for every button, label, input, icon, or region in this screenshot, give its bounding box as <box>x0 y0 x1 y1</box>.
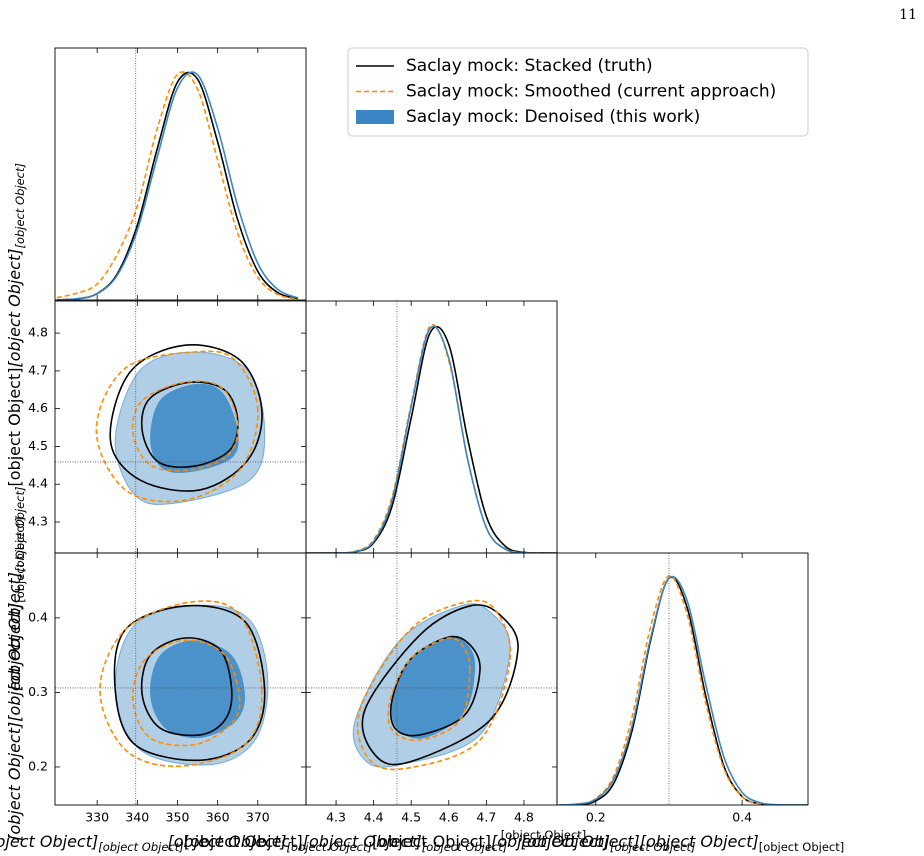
y-tick-label: 0.3 <box>28 684 48 699</box>
contour <box>150 640 246 739</box>
y-tick-label: 0.4 <box>28 609 48 624</box>
x-tick-label: 330 <box>85 810 109 825</box>
contour <box>150 383 239 473</box>
axis-label-part: [object Object] <box>372 832 491 851</box>
panel <box>56 48 299 300</box>
axis-label-part: [object Object] <box>5 368 24 487</box>
density-curve <box>56 71 299 300</box>
legend-patch <box>356 110 394 124</box>
axis-label: [object Object][object Object][object Ob… <box>0 828 586 854</box>
y-tick-label: 4.3 <box>28 514 48 529</box>
x-tick-label: 4.3 <box>326 810 346 825</box>
legend-label: Saclay mock: Denoised (this work) <box>406 107 700 127</box>
legend-frame <box>347 47 809 137</box>
contour <box>99 600 263 768</box>
x-tick-label: 4.7 <box>476 810 496 825</box>
legend: Saclay mock: Stacked (truth) Saclay mock:… <box>347 47 809 137</box>
contour <box>140 637 233 737</box>
x-tick-label: 350 <box>166 810 190 825</box>
density-curve <box>559 575 808 805</box>
axis-label-part: [object Object] <box>640 832 759 851</box>
axis-label-part: [object Object] <box>5 572 24 691</box>
contour <box>132 639 241 747</box>
x-tick-label: 370 <box>246 810 270 825</box>
panel <box>55 301 306 553</box>
density-curve <box>56 71 299 300</box>
axis-label-part: [object Object] <box>422 840 508 854</box>
x-tick-label: 4.8 <box>514 810 534 825</box>
x-tick-label: 4.6 <box>439 810 459 825</box>
axis-label: [object Object][object Object][object Ob… <box>5 163 27 691</box>
axis-label-part: [object Object] <box>303 832 422 851</box>
panel-frame <box>54 47 307 301</box>
y-tick-label: 4.8 <box>28 325 48 340</box>
axis-label-part: [object Object] <box>521 832 640 851</box>
axis-label-part: [object Object] <box>5 603 24 722</box>
contour <box>387 637 471 742</box>
x-tick-label: 4.4 <box>364 810 384 825</box>
x-tick-label: 340 <box>125 810 149 825</box>
axis-label: [object Object][object Object][object Ob… <box>5 517 27 841</box>
density-curve <box>56 71 299 300</box>
density-curve <box>306 325 557 553</box>
contour <box>109 344 263 492</box>
contour <box>140 381 239 469</box>
panel-frame <box>305 300 558 554</box>
x-tick-label: 0.4 <box>732 810 752 825</box>
contour <box>95 350 259 503</box>
axis-label-part: [object Object] <box>286 840 372 854</box>
axis-label-part: [object Object] <box>13 486 27 572</box>
axis-label-part: [object Object] <box>501 828 587 842</box>
axis-label-part: [object Object] <box>167 832 286 851</box>
axis-label-part: [object Object] <box>610 840 696 854</box>
y-tick-label: 0.2 <box>28 758 48 773</box>
contour <box>391 636 476 739</box>
panel <box>559 553 808 805</box>
y-tick-label: 4.6 <box>28 400 48 415</box>
axis-label-part: [object Object] <box>759 840 845 854</box>
axis-label-part: [object Object] <box>5 722 24 841</box>
density-curve <box>306 323 557 553</box>
x-tick-label: 4.5 <box>401 810 421 825</box>
contour <box>389 635 481 737</box>
contour <box>361 604 519 766</box>
axis-label-part: [object Object] <box>491 832 610 851</box>
legend-label: Saclay mock: Smoothed (current approach) <box>406 82 776 102</box>
y-tick-label: 4.7 <box>28 362 48 377</box>
density-curve <box>306 325 557 553</box>
axis-label-part: [object Object] <box>13 517 27 603</box>
axis-label-part: [object Object] <box>13 163 27 249</box>
axis-label-part: [object Object] <box>184 832 303 851</box>
x-tick-label: 0.2 <box>586 810 606 825</box>
y-tick-label: 4.4 <box>28 476 48 491</box>
legend-label: Saclay mock: Stacked (truth) <box>406 56 653 76</box>
page-number: 11 <box>899 7 917 23</box>
contour <box>356 599 512 771</box>
panel <box>55 553 306 805</box>
axis-label-part: [object Object] <box>98 840 184 854</box>
axis-label: [object Object][object Object][object Ob… <box>521 832 845 854</box>
y-tick-label: 4.5 <box>28 438 48 453</box>
contour <box>131 380 239 472</box>
axis-label: [object Object][object Object][object Ob… <box>167 832 695 854</box>
panel <box>306 301 557 553</box>
density-curve <box>559 576 808 805</box>
x-tick-label: 360 <box>206 810 230 825</box>
axis-label-part: [object Object] <box>5 249 24 368</box>
axis-label-part: [object Object] <box>0 832 98 851</box>
density-curve <box>559 575 808 805</box>
panel <box>306 553 557 805</box>
panel-frame <box>556 552 809 806</box>
